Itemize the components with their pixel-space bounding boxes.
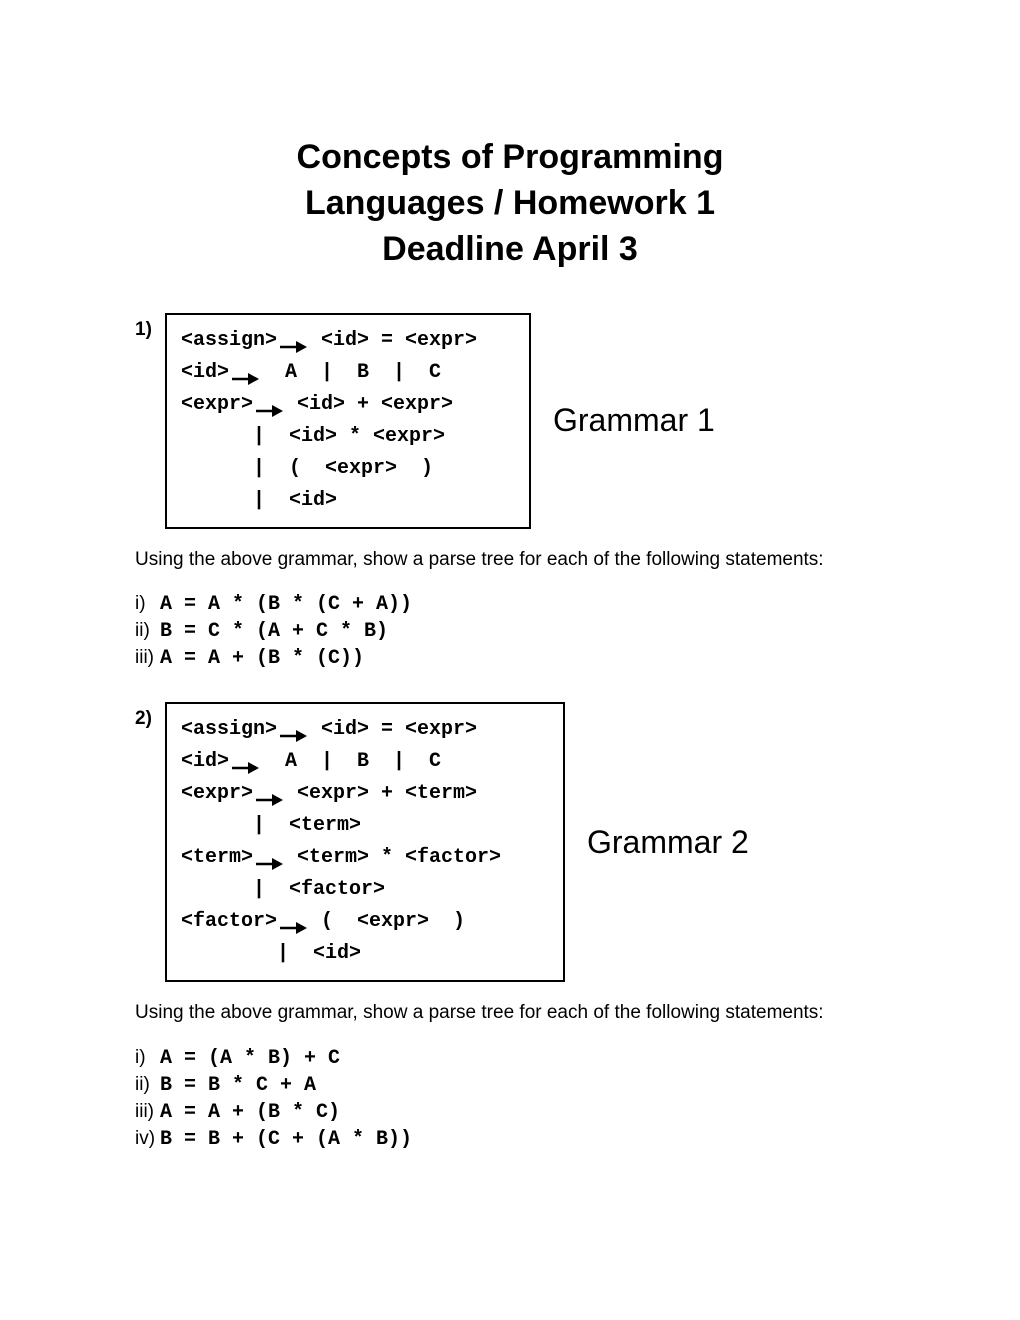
statement-index: i) (135, 1045, 160, 1072)
arrow-icon (231, 755, 259, 769)
title-line-3: Deadline April 3 (135, 227, 885, 273)
grammar-line: <term> <term> * <factor> (181, 842, 549, 874)
grammar-rhs: <expr> + <term> (285, 778, 477, 810)
grammar-continuation: | ( <expr> ) (181, 453, 433, 485)
grammar-lhs: <assign> (181, 714, 277, 746)
grammar-continuation: | <id> * <expr> (181, 421, 445, 453)
arrow-icon (255, 787, 283, 801)
grammar-continuation: | <term> (181, 810, 361, 842)
question-1-statements: i)A = A * (B * (C + A))ii)B = C * (A + C… (135, 591, 885, 672)
grammar-line: <factor> ( <expr> ) (181, 906, 549, 938)
statement-line: iii)A = A + (B * C) (135, 1099, 885, 1126)
grammar-lhs: <factor> (181, 906, 277, 938)
grammar-line: | <factor> (181, 874, 549, 906)
arrow-icon (231, 366, 259, 380)
grammar-line: | <id> (181, 938, 549, 970)
question-2-row: 2) <assign> <id> = <expr><id> A | B | C<… (135, 702, 885, 982)
title-line-1: Concepts of Programming (135, 135, 885, 181)
arrow-icon (279, 334, 307, 348)
grammar-rhs: ( <expr> ) (309, 906, 465, 938)
question-2-statements: i)A = (A * B) + Cii)B = B * C + Aiii)A =… (135, 1045, 885, 1153)
question-2-number: 2) (135, 708, 165, 730)
grammar-2-label: Grammar 2 (587, 824, 749, 861)
statement-line: ii)B = B * C + A (135, 1072, 885, 1099)
statement-index: ii) (135, 618, 160, 645)
statement-index: i) (135, 591, 160, 618)
question-1-row: 1) <assign> <id> = <expr><id> A | B | C<… (135, 313, 885, 529)
grammar-continuation: | <factor> (181, 874, 385, 906)
question-1-instruction: Using the above grammar, show a parse tr… (135, 547, 885, 574)
grammar-1-label: Grammar 1 (553, 402, 715, 439)
question-2-instruction: Using the above grammar, show a parse tr… (135, 1000, 885, 1027)
statement-index: iii) (135, 1099, 160, 1126)
grammar-rhs: A | B | C (261, 746, 441, 778)
grammar-line: | ( <expr> ) (181, 453, 515, 485)
grammar-line: <assign> <id> = <expr> (181, 325, 515, 357)
statement-expr: B = B * C + A (160, 1072, 316, 1099)
grammar-rhs: <id> = <expr> (309, 714, 477, 746)
grammar-line: <expr> <id> + <expr> (181, 389, 515, 421)
title-line-2: Languages / Homework 1 (135, 181, 885, 227)
grammar-rhs: <id> + <expr> (285, 389, 453, 421)
page-title: Concepts of Programming Languages / Home… (135, 135, 885, 273)
arrow-icon (255, 851, 283, 865)
grammar-rhs: <id> = <expr> (309, 325, 477, 357)
grammar-line: <id> A | B | C (181, 746, 549, 778)
grammar-line: <assign> <id> = <expr> (181, 714, 549, 746)
grammar-lhs: <id> (181, 357, 229, 389)
statement-expr: A = (A * B) + C (160, 1045, 340, 1072)
statement-index: iv) (135, 1126, 160, 1153)
statement-line: iv)B = B + (C + (A * B)) (135, 1126, 885, 1153)
grammar-line: | <id> (181, 485, 515, 517)
grammar-continuation: | <id> (181, 938, 361, 970)
grammar-line: <id> A | B | C (181, 357, 515, 389)
grammar-line: | <term> (181, 810, 549, 842)
grammar-rhs: <term> * <factor> (285, 842, 501, 874)
statement-index: ii) (135, 1072, 160, 1099)
question-1-number: 1) (135, 319, 165, 341)
grammar-line: | <id> * <expr> (181, 421, 515, 453)
grammar-1-box: <assign> <id> = <expr><id> A | B | C<exp… (165, 313, 531, 529)
grammar-2-box: <assign> <id> = <expr><id> A | B | C<exp… (165, 702, 565, 982)
grammar-lhs: <expr> (181, 778, 253, 810)
grammar-line: <expr> <expr> + <term> (181, 778, 549, 810)
statement-line: ii)B = C * (A + C * B) (135, 618, 885, 645)
grammar-lhs: <id> (181, 746, 229, 778)
grammar-lhs: <expr> (181, 389, 253, 421)
statement-expr: B = B + (C + (A * B)) (160, 1126, 412, 1153)
grammar-rhs: A | B | C (261, 357, 441, 389)
grammar-lhs: <assign> (181, 325, 277, 357)
statement-index: iii) (135, 645, 160, 672)
statement-expr: A = A + (B * (C)) (160, 645, 364, 672)
arrow-icon (279, 915, 307, 929)
statement-expr: B = C * (A + C * B) (160, 618, 388, 645)
grammar-lhs: <term> (181, 842, 253, 874)
statement-line: iii)A = A + (B * (C)) (135, 645, 885, 672)
statement-expr: A = A * (B * (C + A)) (160, 591, 412, 618)
arrow-icon (279, 723, 307, 737)
statement-expr: A = A + (B * C) (160, 1099, 340, 1126)
statement-line: i)A = (A * B) + C (135, 1045, 885, 1072)
arrow-icon (255, 398, 283, 412)
grammar-continuation: | <id> (181, 485, 337, 517)
statement-line: i)A = A * (B * (C + A)) (135, 591, 885, 618)
